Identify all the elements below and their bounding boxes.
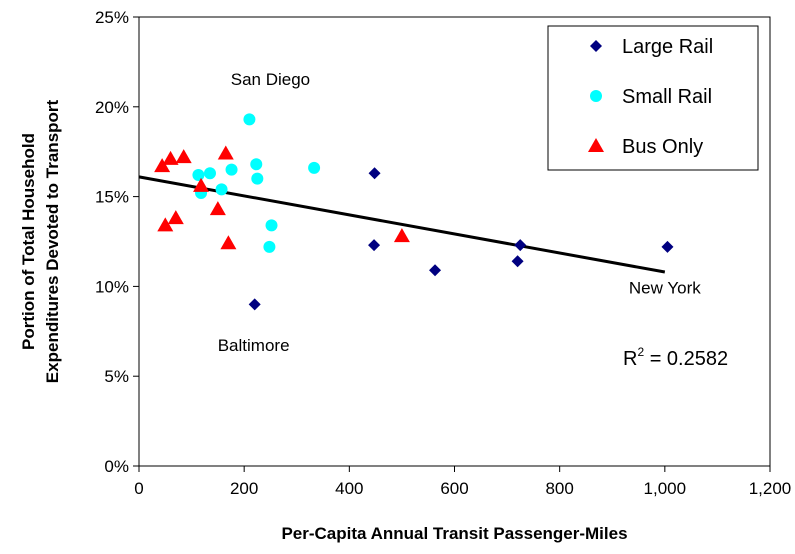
bus-only-point bbox=[393, 228, 410, 243]
annotation-san-diego: San Diego bbox=[231, 70, 310, 89]
x-tick-label: 600 bbox=[440, 479, 468, 498]
large-rail-point bbox=[368, 239, 381, 252]
large-rail-point bbox=[514, 239, 527, 252]
small-rail-point bbox=[215, 183, 228, 196]
bus-only-point bbox=[154, 158, 171, 173]
legend-label: Bus Only bbox=[622, 136, 703, 158]
y-tick-label: 5% bbox=[104, 367, 129, 386]
small-rail-point bbox=[265, 219, 278, 232]
x-tick-label: 800 bbox=[545, 479, 573, 498]
bus-only-point bbox=[217, 145, 234, 160]
bus-only-legend-marker bbox=[588, 138, 604, 152]
y-tick-label: 10% bbox=[95, 277, 129, 296]
small-rail-point bbox=[203, 167, 216, 180]
bus-only-point bbox=[162, 150, 179, 165]
small-rail-legend-marker bbox=[590, 90, 602, 102]
bus-only-point bbox=[167, 210, 184, 225]
large-rail-point bbox=[511, 255, 524, 268]
small-rail-point bbox=[192, 169, 205, 182]
x-tick-label: 0 bbox=[134, 479, 143, 498]
bus-only-point bbox=[175, 149, 192, 164]
small-rail-point bbox=[308, 161, 321, 174]
annotation-new-york: New York bbox=[629, 279, 701, 298]
y-tick-label: 20% bbox=[95, 98, 129, 117]
bus-only-point bbox=[209, 201, 226, 216]
data-points bbox=[154, 113, 674, 311]
bus-only-point bbox=[220, 235, 237, 250]
annotation-baltimore: Baltimore bbox=[218, 336, 290, 355]
y-axis-title-line1: Portion of Total Household bbox=[19, 133, 38, 350]
small-rail-point bbox=[243, 113, 256, 126]
small-rail-point bbox=[251, 172, 264, 185]
small-rail-point bbox=[263, 240, 276, 253]
large-rail-point bbox=[368, 167, 381, 180]
y-tick-label: 25% bbox=[95, 8, 129, 27]
small-rail-point bbox=[225, 163, 238, 176]
x-tick-label: 1,000 bbox=[644, 479, 687, 498]
y-tick-label: 15% bbox=[95, 188, 129, 207]
bus-only-point bbox=[193, 177, 210, 192]
x-axis-title: Per-Capita Annual Transit Passenger-Mile… bbox=[281, 524, 627, 543]
x-tick-label: 400 bbox=[335, 479, 363, 498]
r-squared-label: R2 = 0.2582 bbox=[623, 345, 728, 370]
axes: 0 200 400 600 800 1,000 1,200 0% 5% 10% 15% 20% 25% bbox=[95, 8, 791, 498]
large-rail-point bbox=[248, 298, 261, 311]
trendline bbox=[138, 175, 666, 274]
small-rail-point bbox=[250, 158, 263, 171]
y-axis-title-line2: Expenditures Devoted to Transport bbox=[43, 99, 62, 383]
legend-box bbox=[547, 25, 759, 171]
trendline-group bbox=[138, 175, 666, 274]
annotations: San Diego New York Baltimore bbox=[218, 70, 702, 355]
legend-label: Small Rail bbox=[622, 86, 712, 108]
large-rail-legend-marker bbox=[590, 40, 602, 52]
bus-only-point bbox=[157, 217, 174, 232]
x-tick-label: 200 bbox=[230, 479, 258, 498]
y-tick-label: 0% bbox=[104, 457, 129, 476]
legend: Large Rail Small Rail Bus Only bbox=[547, 25, 759, 171]
large-rail-point bbox=[429, 264, 442, 277]
x-tick-label: 1,200 bbox=[749, 479, 792, 498]
large-rail-point bbox=[661, 240, 674, 253]
legend-label: Large Rail bbox=[622, 36, 713, 58]
